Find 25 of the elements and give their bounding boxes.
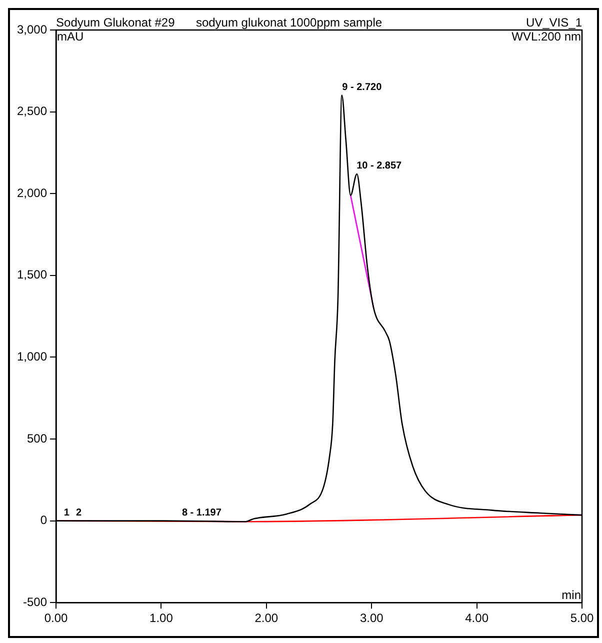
chart-subtitle: sodyum glukonat 1000ppm sample	[196, 15, 382, 30]
annotation: 2	[76, 508, 82, 519]
annotation: 9 - 2.720	[342, 82, 382, 94]
x-tick-label: 0.00	[44, 611, 68, 626]
x-axis-title: min	[562, 588, 581, 602]
y-tick-label: 2,500	[17, 104, 48, 118]
x-tick-label: 3.00	[360, 611, 384, 626]
y-axis-title: mAU	[57, 29, 84, 44]
y-tick-label: 500	[27, 431, 48, 446]
y-tick-label: -500	[23, 594, 48, 609]
x-tick-label: 4.00	[465, 611, 489, 626]
annotation: 8 - 1.197	[182, 508, 222, 519]
x-tick-label: 1.00	[150, 611, 174, 626]
x-tick-label: 5.00	[570, 611, 594, 626]
x-tick-label: 2.00	[254, 611, 278, 626]
y-tick-label: 1,500	[17, 268, 48, 282]
annotation: WVL:200 nm	[512, 29, 581, 44]
y-tick-label: 0	[40, 513, 48, 528]
annotation: 1	[64, 508, 70, 519]
y-tick-label: 1,000	[17, 350, 48, 364]
text: UV_VIS_1	[526, 15, 582, 30]
y-tick-label: 2,000	[17, 186, 48, 200]
chart-title: Sodyum Glukonat #29	[56, 15, 176, 30]
y-tick-label: 3,000	[17, 22, 48, 36]
annotation: 10 - 2.857	[356, 160, 402, 172]
